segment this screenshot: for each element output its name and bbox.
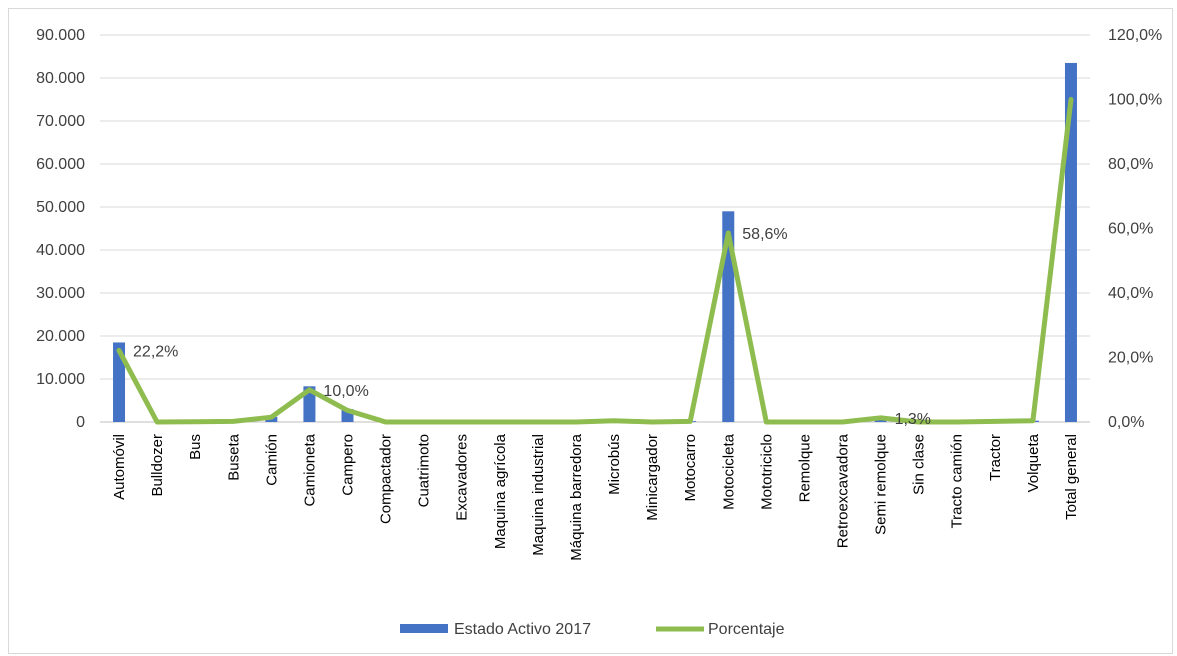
right-axis-ticks: 0,0% 20,0% 40,0% 60,0% 80,0% 100,0% 120,0% <box>1108 27 1162 431</box>
category-label: Volqueta <box>1025 433 1042 492</box>
legend-label: Estado Activo 2017 <box>454 621 591 638</box>
category-label: Camioneta <box>301 433 318 506</box>
left-tick-label: 20.000 <box>36 328 85 345</box>
category-label: Buseta <box>225 433 242 480</box>
category-label: Tractor <box>987 434 1004 481</box>
line-series <box>116 97 1074 425</box>
left-tick-label: 40.000 <box>36 242 85 259</box>
left-axis-ticks: 0 10.000 20.000 30.000 40.000 50.000 60.000 70.… <box>36 27 85 431</box>
category-label: Camión <box>263 434 280 486</box>
right-tick-label: 40,0% <box>1108 285 1153 302</box>
left-tick-label: 60.000 <box>36 156 85 173</box>
category-label: Maquina industrial <box>530 434 547 556</box>
category-label: Minicargador <box>644 434 661 521</box>
data-label: 58,6% <box>742 226 787 243</box>
category-label: Motocicleta <box>720 433 737 510</box>
left-tick-label: 30.000 <box>36 285 85 302</box>
bar <box>722 211 735 422</box>
category-label: Bus <box>187 434 204 460</box>
chart-frame <box>8 8 1173 654</box>
data-labels: 22,2% 10,0% 58,6% 1,3% <box>133 226 931 428</box>
category-label: Total general <box>1063 434 1080 520</box>
category-label: Semi remolque <box>873 434 890 535</box>
category-label: Automóvil <box>111 434 128 500</box>
legend: Estado Activo 2017 Porcentaje <box>400 621 785 638</box>
left-tick-label: 0 <box>76 414 85 431</box>
legend-label: Porcentaje <box>708 621 785 638</box>
left-tick-label: 50.000 <box>36 199 85 216</box>
data-label: 10,0% <box>323 383 368 400</box>
left-tick-label: 90.000 <box>36 27 85 44</box>
right-tick-label: 100,0% <box>1108 92 1162 109</box>
right-tick-label: 0,0% <box>1108 414 1144 431</box>
data-label: 22,2% <box>133 343 178 360</box>
category-label: Motocarro <box>682 434 699 502</box>
right-tick-label: 80,0% <box>1108 156 1153 173</box>
category-label: Cuatrimoto <box>416 434 433 507</box>
category-label: Tracto camión <box>949 434 966 528</box>
category-label: Mototriciclo <box>758 434 775 510</box>
category-label: Retroexcavadora <box>835 433 852 548</box>
legend-swatch-bar <box>400 624 448 633</box>
category-label: Compactador <box>378 434 395 524</box>
right-tick-label: 20,0% <box>1108 350 1153 367</box>
porcentaje-line <box>116 97 1074 425</box>
gridlines <box>100 34 1090 423</box>
right-tick-label: 120,0% <box>1108 27 1162 44</box>
left-tick-label: 80.000 <box>36 70 85 87</box>
category-label: Sin clase <box>911 434 928 495</box>
category-label: Excavadores <box>454 434 471 521</box>
right-tick-label: 60,0% <box>1108 221 1153 238</box>
category-label: Maquina agrícola <box>492 433 509 549</box>
data-label: 1,3% <box>895 411 931 428</box>
category-labels: Automóvil Bulldozer Bus Buseta Camión Camione… <box>111 433 1080 560</box>
left-tick-label: 10.000 <box>36 371 85 388</box>
bar-series <box>113 62 1077 422</box>
bar <box>1064 62 1077 422</box>
category-label: Campero <box>340 434 357 496</box>
category-label: Bulldozer <box>149 434 166 497</box>
category-label: Máquina barredora <box>568 433 585 560</box>
category-label: Microbús <box>606 434 623 495</box>
bar <box>303 386 316 422</box>
category-label: Remolque <box>796 434 813 502</box>
left-tick-label: 70.000 <box>36 113 85 130</box>
bar <box>113 342 126 422</box>
